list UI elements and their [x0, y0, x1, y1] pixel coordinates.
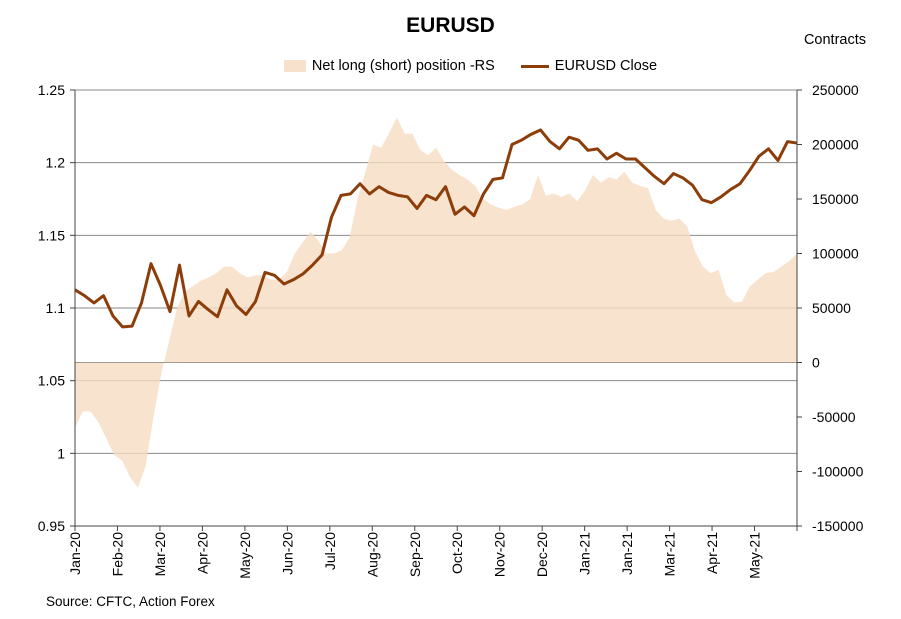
x-tick-label: Mar-21	[662, 532, 678, 577]
left-tick-label: 1.1	[46, 300, 66, 316]
x-tick-label: Jul-20	[322, 532, 338, 570]
x-tick-label: Dec-20	[534, 532, 550, 577]
x-tick-label: Mar-20	[152, 532, 168, 577]
x-tick-label: Sep-20	[407, 532, 423, 577]
right-tick-label: 50000	[812, 300, 851, 316]
right-tick-label: 200000	[812, 137, 859, 153]
eurusd-close-line	[74, 128, 798, 329]
x-tick-label: May-20	[237, 532, 253, 579]
legend-label-eurusd-close: EURUSD Close	[554, 58, 658, 74]
legend-item-net-position: Net long (short) position -RS	[283, 58, 495, 74]
left-tick-label: 0.95	[38, 518, 65, 534]
legend-swatch-area	[283, 60, 306, 72]
right-tick-label: 150000	[812, 191, 859, 207]
source-note: Source: CFTC, Action Forex	[46, 594, 215, 609]
right-tick-label: -100000	[812, 464, 864, 480]
area-layer	[75, 117, 797, 488]
left-tick-label: 1.15	[38, 227, 65, 243]
x-tick-label: Feb-20	[110, 532, 126, 577]
line-layer	[74, 128, 798, 329]
net-position-area	[75, 117, 797, 488]
legend: Net long (short) position -RS EURUSD Clo…	[0, 58, 901, 74]
x-tick-label: Apr-20	[194, 532, 210, 574]
left-tick-label: 1.05	[38, 373, 65, 389]
legend-item-eurusd-close: EURUSD Close	[520, 58, 658, 74]
x-tick-label: Jan-20	[67, 532, 83, 575]
x-tick-label: May-21	[747, 532, 763, 579]
x-tick-label: Jan-21	[577, 532, 593, 575]
right-tick-label: 250000	[812, 82, 859, 98]
x-tick-label: Apr-21	[704, 532, 720, 574]
right-tick-label: -50000	[812, 409, 856, 425]
left-tick-label: 1.25	[38, 82, 65, 98]
right-axis-title: Contracts	[803, 32, 866, 48]
x-tick-label: Aug-20	[364, 532, 380, 577]
legend-label-net-position: Net long (short) position -RS	[311, 58, 495, 74]
x-tick-label: Jan-21	[619, 532, 635, 575]
chart-title: EURUSD	[406, 14, 495, 37]
legend-swatch-line	[520, 64, 549, 68]
x-tick-label: Nov-20	[492, 532, 508, 577]
left-tick-label: 1.2	[46, 155, 66, 171]
axes	[70, 89, 802, 531]
right-tick-label: -150000	[812, 518, 864, 534]
right-tick-label: 0	[812, 355, 820, 371]
right-tick-label: 100000	[812, 246, 859, 262]
left-tick-label: 1	[57, 445, 65, 461]
tick-labels: 1.25 1.2 1.15 1.1 1.05 1 0.95 250000 200000 15000…	[38, 82, 864, 579]
x-tick-label: Jun-20	[279, 532, 295, 575]
x-tick-label: Oct-20	[449, 532, 465, 574]
